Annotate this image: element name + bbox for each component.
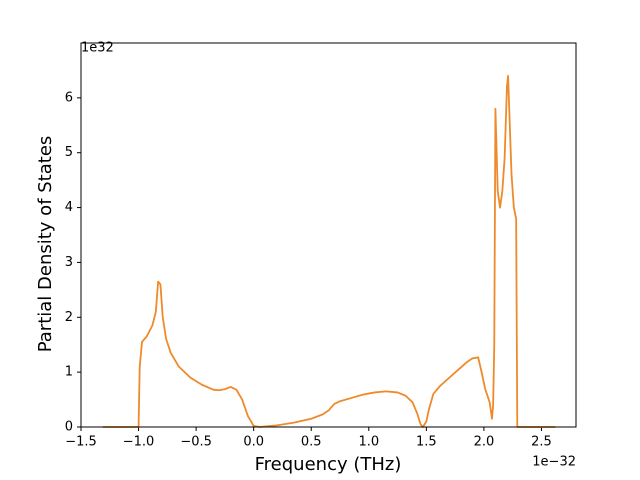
y-tick-label: 0 [65,420,73,435]
y-tick-label: 1 [65,365,73,380]
x-tick-label: 2.0 [474,435,495,450]
x-tick-label: 0.5 [301,435,322,450]
y-tick-label: 2 [65,310,73,325]
y-offset-text: 1e32 [81,41,114,56]
y-tick-label: 5 [65,145,73,160]
y-tick-label: 6 [65,90,73,105]
x-tick-label: 1.5 [416,435,437,450]
x-offset-text: 1e−32 [532,455,576,470]
y-axis-label: Partial Density of States [35,136,56,353]
y-tick-label: 3 [65,255,73,270]
x-tick-label: 0.0 [243,435,264,450]
x-tick-label: −0.5 [180,435,212,450]
x-tick-label: 2.5 [531,435,552,450]
y-tick-label: 4 [65,200,73,215]
axes-frame [80,42,577,428]
data-line [102,75,556,428]
x-tick-label: −1.5 [65,435,97,450]
x-axis-label: Frequency (THz) [255,454,402,475]
x-tick-label: 1.0 [358,435,379,450]
x-tick-label: −1.0 [123,435,155,450]
